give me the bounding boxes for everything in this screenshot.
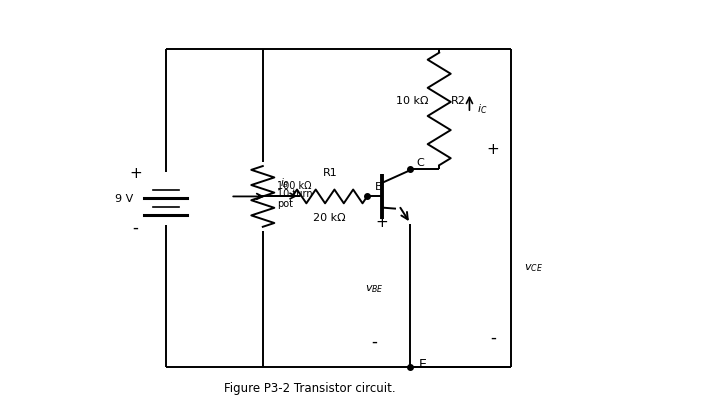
Text: 10 kΩ: 10 kΩ [396, 96, 428, 106]
Text: pot: pot [277, 199, 293, 209]
Text: $i_B$: $i_B$ [279, 176, 289, 190]
Text: 10 turn: 10 turn [277, 190, 312, 199]
Text: 100 kΩ: 100 kΩ [277, 181, 312, 191]
Text: Figure P3-2 Transistor circuit.: Figure P3-2 Transistor circuit. [224, 382, 395, 395]
Text: 20 kΩ: 20 kΩ [313, 213, 346, 223]
Text: +: + [487, 141, 500, 157]
Text: -: - [132, 219, 138, 237]
Text: $v_{BE}$: $v_{BE}$ [365, 284, 384, 296]
Text: +: + [129, 166, 142, 181]
Text: B: B [374, 182, 382, 192]
Text: -: - [490, 329, 496, 347]
Text: E: E [419, 358, 427, 371]
Text: +: + [375, 215, 388, 230]
Text: -: - [372, 333, 377, 351]
Text: $v_{CE}$: $v_{CE}$ [524, 262, 543, 274]
Text: 9 V: 9 V [114, 194, 133, 204]
Text: $i_C$: $i_C$ [477, 102, 487, 116]
Text: C: C [416, 158, 424, 168]
Text: R2: R2 [451, 96, 466, 106]
Text: R1: R1 [323, 168, 337, 178]
